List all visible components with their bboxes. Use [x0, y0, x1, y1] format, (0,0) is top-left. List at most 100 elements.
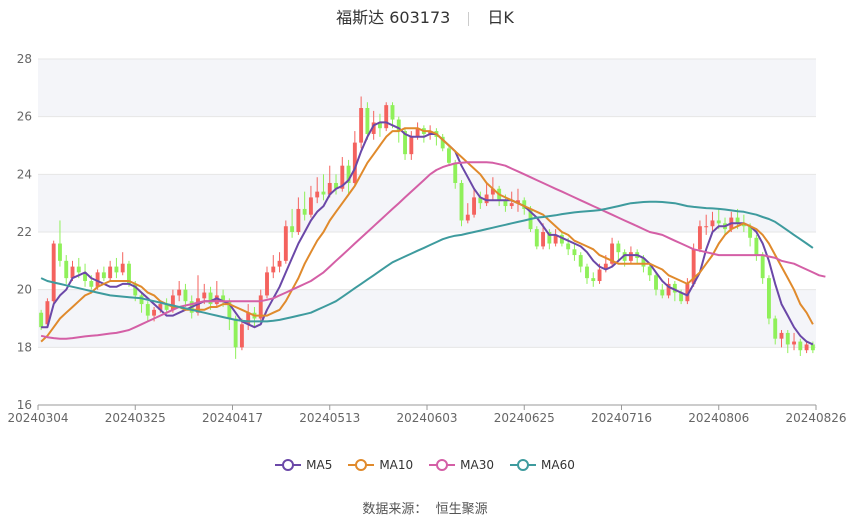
legend-marker-dot [282, 459, 295, 471]
y-tick-label: 22 [17, 225, 32, 239]
x-tick-label: 20240806 [688, 411, 749, 425]
chart-title: 福斯达 603173 日K [0, 4, 850, 28]
y-axis: 16 18 20 22 24 26 28 [17, 52, 32, 412]
candle-body [628, 252, 633, 261]
candle-body [208, 292, 213, 305]
background-band [38, 59, 816, 117]
candle-body [321, 191, 326, 195]
title-divider [468, 11, 470, 26]
candle-body [221, 295, 226, 302]
candle-body [277, 260, 282, 267]
candle-body [691, 249, 696, 284]
candle-body [108, 266, 113, 279]
y-tick-label: 18 [17, 340, 32, 354]
candle-body [302, 208, 307, 215]
candle-body [183, 289, 188, 302]
y-tick-label: 26 [17, 110, 32, 124]
candle-body [377, 122, 382, 129]
candle-body [666, 283, 671, 296]
ma30-line [40, 161, 826, 340]
stock-name: 福斯达 603173 [336, 8, 451, 27]
candle-body [766, 278, 771, 319]
candle-body [798, 341, 803, 351]
legend-item-ma5[interactable]: MA5 [275, 458, 332, 472]
x-tick-label: 20240304 [7, 411, 68, 425]
x-tick-label: 20240716 [591, 411, 652, 425]
candle-body [39, 312, 44, 328]
candle-body [308, 197, 313, 215]
candle-body [120, 263, 125, 273]
x-tick-label: 20240417 [202, 411, 263, 425]
legend-marker-icon [275, 459, 302, 471]
candle-body [459, 182, 464, 221]
candle-body [239, 324, 244, 348]
candle-body [792, 341, 796, 345]
legend-marker-dot [517, 459, 530, 471]
candle-body [233, 318, 238, 348]
legend-marker-icon [348, 459, 375, 471]
y-tick-label: 24 [17, 167, 32, 181]
candle-body [170, 295, 175, 310]
source-label: 数据来源： [362, 502, 428, 517]
candle-body [227, 301, 232, 319]
candle-body [679, 292, 684, 302]
candle-body [346, 165, 351, 183]
candle-body [315, 191, 320, 198]
candle-body [597, 269, 602, 282]
candle-body [283, 226, 288, 261]
candle-body [352, 142, 357, 183]
candle-body [760, 255, 765, 279]
candle-body [396, 119, 401, 132]
candle-body [384, 105, 389, 129]
period-tab[interactable]: 日K [487, 8, 514, 27]
candle-body [660, 289, 665, 296]
legend-marker-dot [436, 459, 449, 471]
candle-body [779, 332, 784, 339]
candle-body [214, 295, 219, 305]
candle-body [271, 266, 276, 273]
candle-body [340, 165, 345, 189]
candle-body [622, 252, 627, 261]
candle-body [177, 289, 182, 296]
legend-item-ma10[interactable]: MA10 [348, 458, 413, 472]
legend-label: MA5 [306, 458, 333, 472]
candle-body [534, 229, 539, 247]
candle-body [246, 312, 251, 325]
x-tick-label: 20240513 [299, 411, 360, 425]
candle-body [89, 281, 94, 287]
candle-body [127, 263, 131, 284]
candle-body [810, 344, 815, 351]
candle-body [76, 266, 81, 273]
candle-body [64, 260, 69, 279]
legend-item-ma60[interactable]: MA60 [510, 458, 575, 472]
legend-label: MA30 [460, 458, 495, 472]
candle-body [465, 214, 470, 221]
candle-body [603, 263, 608, 270]
candle-body [654, 275, 658, 290]
candle-body [741, 223, 746, 227]
candle-body [70, 266, 75, 279]
candle-body [773, 318, 778, 339]
candle-body [716, 220, 721, 224]
candle-body [704, 226, 709, 228]
legend-marker-icon [429, 459, 456, 471]
legend-marker-dot [355, 459, 368, 471]
candle-body [697, 226, 702, 250]
legend-item-ma30[interactable]: MA30 [429, 458, 494, 472]
candle-body [503, 200, 508, 207]
candle-body [390, 105, 395, 120]
y-tick-label: 20 [17, 283, 32, 297]
candle-body [428, 131, 433, 134]
candle-body [484, 194, 489, 204]
candle-body [710, 220, 715, 227]
candle-body [522, 200, 527, 209]
candle-body [785, 332, 790, 345]
candle-body [365, 108, 370, 134]
candle-body [164, 304, 169, 310]
candle-body [553, 234, 558, 244]
background-bands [38, 59, 816, 348]
candle-body [616, 243, 621, 253]
candle-body [472, 197, 477, 215]
candle-body [685, 283, 690, 302]
